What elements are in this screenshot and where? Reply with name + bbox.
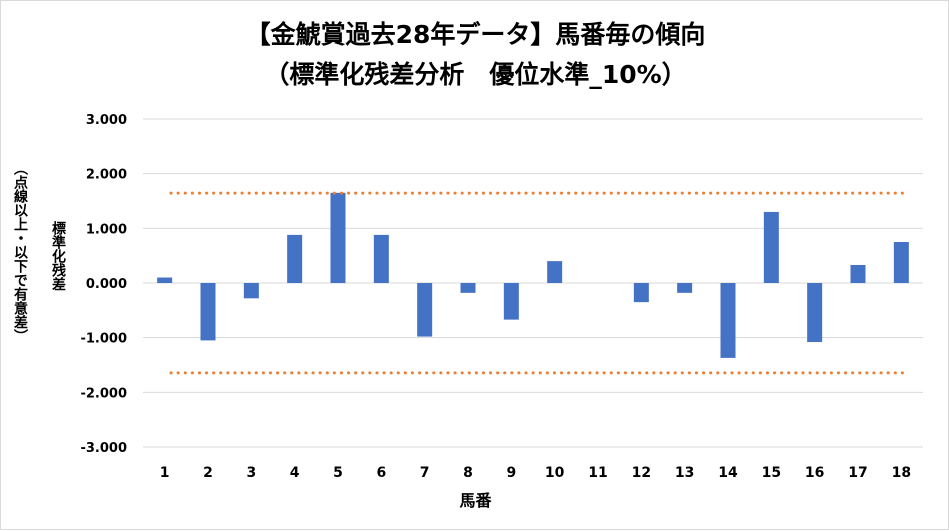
bar-5 xyxy=(331,193,346,283)
x-tick-label: 9 xyxy=(506,465,516,481)
x-tick-label: 1 xyxy=(160,465,170,481)
bar-15 xyxy=(764,212,779,283)
x-tick-label: 14 xyxy=(718,465,738,481)
x-tick-label: 10 xyxy=(545,465,565,481)
y-tick-label: -1.000 xyxy=(80,332,127,347)
x-tick-label: 11 xyxy=(588,465,607,481)
x-tick-label: 17 xyxy=(848,465,867,481)
bar-12 xyxy=(634,283,649,302)
y-tick-label: 1.000 xyxy=(86,222,127,237)
x-tick-label: 8 xyxy=(463,465,473,481)
y-tick-label: 3.000 xyxy=(86,113,127,128)
bar-3 xyxy=(244,283,259,298)
bar-14 xyxy=(721,283,736,358)
x-axis-label: 馬番 xyxy=(1,487,949,511)
bar-16 xyxy=(807,283,822,342)
y-tick-label: 2.000 xyxy=(86,168,127,183)
x-tick-label: 2 xyxy=(203,465,213,481)
x-tick-label: 3 xyxy=(246,465,256,481)
x-tick-label: 7 xyxy=(420,465,430,481)
bar-8 xyxy=(461,283,476,293)
x-tick-label: 5 xyxy=(333,465,343,481)
x-tick-label: 15 xyxy=(762,465,781,481)
bar-9 xyxy=(504,283,519,320)
bar-1 xyxy=(157,278,172,283)
bar-10 xyxy=(547,261,562,283)
y-tick-label: 0.000 xyxy=(86,277,127,292)
x-tick-label: 13 xyxy=(675,465,694,481)
bar-18 xyxy=(894,242,909,283)
x-tick-label: 12 xyxy=(632,465,651,481)
bar-6 xyxy=(374,235,389,283)
bar-4 xyxy=(287,235,302,283)
bar-17 xyxy=(851,265,866,283)
y-tick-label: -2.000 xyxy=(80,386,127,401)
x-tick-label: 4 xyxy=(290,465,300,481)
x-tick-label: 6 xyxy=(376,465,386,481)
bar-2 xyxy=(201,283,216,340)
bar-13 xyxy=(677,283,692,293)
x-tick-label: 16 xyxy=(805,465,824,481)
bar-7 xyxy=(417,283,432,337)
y-tick-label: -3.000 xyxy=(80,441,127,456)
x-tick-label: 18 xyxy=(892,465,911,481)
